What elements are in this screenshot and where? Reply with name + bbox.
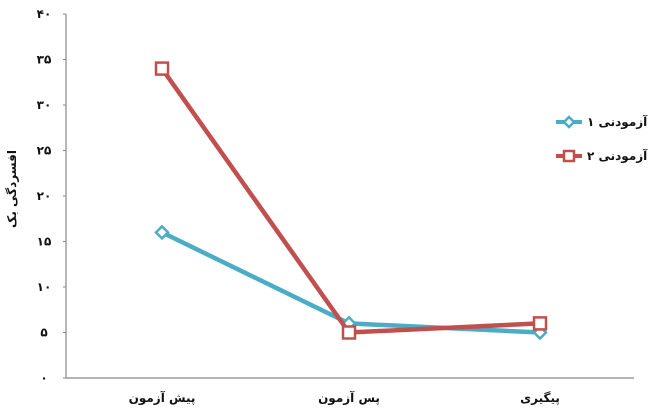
data-point [341, 325, 357, 340]
y-tick-label: ۱۵ [37, 235, 52, 249]
y-tick-label: ۲۵ [37, 144, 52, 158]
x-category-labels: پیش آزمون پس آزمون پیگیری [129, 390, 560, 406]
x-category-label: پیش آزمون [129, 390, 196, 406]
series-line-1 [161, 230, 541, 335]
y-tick-label: ۳۵ [37, 53, 52, 67]
y-tick-label: ۵ [40, 326, 47, 340]
y-tick-labels: ۰ ۵ ۱۰ ۱۵ ۲۰ ۲۵ ۳۰ ۳۵ ۴۰ [37, 7, 66, 385]
legend-marker [562, 115, 576, 129]
data-point [154, 224, 170, 241]
y-tick-label: ۱۰ [37, 280, 52, 294]
data-point [154, 61, 170, 76]
series-line-2 [160, 67, 541, 335]
y-tick-label: ۰ [40, 371, 47, 385]
legend: آزمودنی ۱ آزمودنی ۲ [556, 114, 648, 164]
y-axis-label: افسردگی بک [5, 150, 19, 228]
y-tick-label: ۳۰ [37, 98, 52, 112]
y-tick-label: ۲۰ [37, 189, 52, 203]
legend-label: آزمودنی ۲ [587, 148, 648, 164]
x-category-label: پس آزمون [318, 390, 380, 406]
legend-marker [562, 149, 576, 163]
y-tick-label: ۴۰ [37, 7, 52, 21]
series-group [154, 61, 548, 341]
legend-label: آزمودنی ۱ [587, 114, 648, 130]
x-category-label: پیگیری [520, 391, 560, 405]
data-point [532, 316, 548, 331]
